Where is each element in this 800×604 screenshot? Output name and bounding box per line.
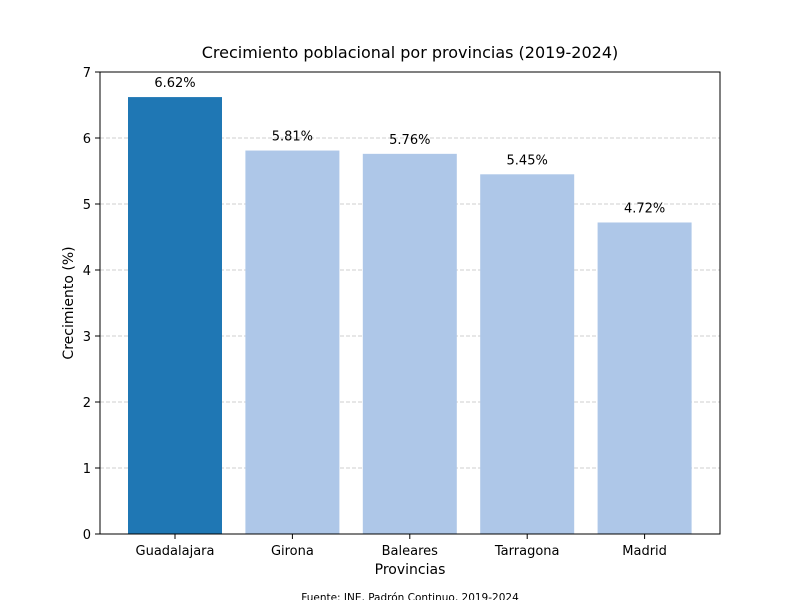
y-tick-label: 5 (83, 198, 91, 213)
bar-madrid (597, 222, 692, 535)
chart-title: Crecimiento poblacional por provincias (… (202, 43, 619, 62)
x-tick-label: Guadalajara (136, 544, 215, 559)
bar-girona (245, 150, 340, 535)
bar-guadalajara (128, 97, 222, 534)
x-tick-label: Baleares (382, 544, 439, 559)
y-axis-label: Crecimiento (%) (61, 246, 77, 359)
data-label: 4.72% (624, 201, 665, 216)
y-tick-label: 7 (83, 66, 91, 81)
bar-baleares (362, 153, 457, 534)
x-tick-label: Tarragona (494, 544, 560, 559)
x-axis-label: Provincias (375, 562, 446, 578)
y-tick-label: 0 (83, 528, 91, 543)
y-axis-ticks: 0 1 2 3 4 5 6 7 (83, 66, 100, 543)
y-tick-label: 1 (83, 462, 91, 477)
y-tick-label: 3 (83, 330, 91, 345)
source-note: Fuente: INE, Padrón Continuo, 2019-2024 (301, 592, 519, 600)
x-tick-label: Madrid (622, 544, 667, 559)
data-labels: 6.62% 5.81% 5.76% 5.45% 4.72% (154, 76, 665, 216)
y-tick-label: 6 (83, 132, 91, 147)
y-tick-label: 2 (83, 396, 91, 411)
data-label: 5.81% (272, 130, 313, 145)
x-tick-label: Girona (271, 544, 314, 559)
bars (128, 97, 692, 535)
y-tick-label: 4 (83, 264, 91, 279)
data-label: 5.76% (389, 133, 430, 148)
data-label: 6.62% (154, 76, 195, 91)
x-axis-ticks: Guadalajara Girona Baleares Tarragona Madrid (136, 534, 667, 559)
bar-tarragona (480, 174, 575, 535)
data-label: 5.45% (507, 153, 548, 168)
